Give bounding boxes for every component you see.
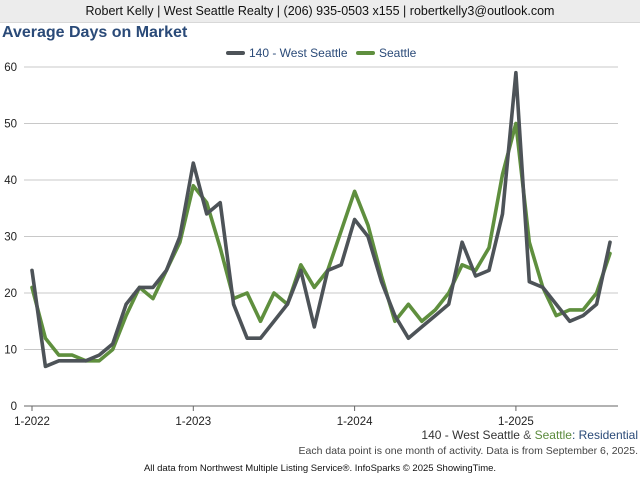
contact-text: Robert Kelly | West Seattle Realty | (20… (85, 4, 555, 18)
x-tick-label: 1-2022 (14, 416, 50, 428)
legend-label: 140 - West Seattle (249, 46, 348, 60)
chart-title: Average Days on Market (2, 24, 188, 41)
line-chart: 0 10 20 30 40 50 60 1-2022 1-2023 1-2024 1-2025 140… (4, 46, 618, 428)
x-tick-label: 1-2024 (337, 416, 373, 428)
series-line-west-seattle (30, 70, 612, 369)
y-tick-label: 60 (4, 62, 17, 74)
chart-subtitle: 140 - West Seattle & Seattle: Residentia… (421, 428, 638, 442)
y-tick-label: 30 (4, 232, 17, 244)
contact-header: Robert Kelly | West Seattle Realty | (20… (0, 0, 640, 23)
y-tick-label: 10 (4, 345, 17, 357)
x-tick-label: 1-2025 (498, 416, 534, 428)
y-tick-label: 20 (4, 288, 17, 300)
legend-label: Seattle (379, 46, 417, 60)
y-tick-label: 50 (4, 119, 17, 131)
data-note: Each data point is one month of activity… (298, 445, 639, 457)
subtitle-area: 140 - West Seattle (421, 428, 520, 442)
footer-credit: All data from Northwest Multiple Listing… (143, 463, 497, 474)
y-tick-label: 40 (4, 175, 17, 187)
x-tick-label: 1-2023 (175, 416, 211, 428)
subtitle-amp: & (519, 428, 535, 442)
series-line-seattle (30, 121, 612, 363)
subtitle-city: Seattle (534, 428, 572, 442)
y-tick-label: 0 (11, 401, 17, 413)
subtitle-type: : Residential (571, 428, 638, 442)
